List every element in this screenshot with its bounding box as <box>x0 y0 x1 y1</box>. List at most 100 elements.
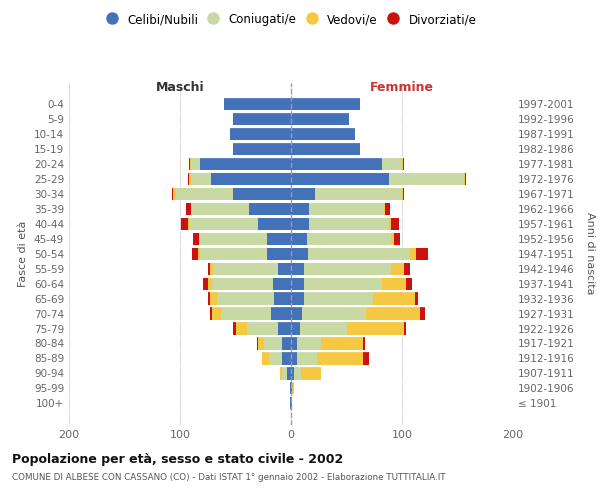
Bar <box>282 368 287 380</box>
Bar <box>278 322 291 334</box>
Bar <box>291 158 382 170</box>
Bar <box>203 278 208 290</box>
Bar <box>185 203 191 215</box>
Bar <box>403 158 404 170</box>
Bar <box>317 352 363 364</box>
Bar <box>208 278 212 290</box>
Bar <box>296 338 321 349</box>
Text: Femmine: Femmine <box>370 82 434 94</box>
Bar <box>258 218 291 230</box>
Bar <box>249 203 291 215</box>
Bar <box>291 278 304 290</box>
Bar <box>262 352 269 364</box>
Bar <box>233 322 235 334</box>
Bar <box>316 188 402 200</box>
Bar <box>172 188 173 200</box>
Y-axis label: Fasce di età: Fasce di età <box>19 220 28 287</box>
Bar <box>308 248 410 260</box>
Bar <box>181 218 188 230</box>
Bar <box>347 322 404 334</box>
Bar <box>291 98 360 110</box>
Bar <box>176 188 233 200</box>
Bar <box>188 218 189 230</box>
Bar <box>269 352 282 364</box>
Bar <box>367 308 420 320</box>
Bar <box>402 158 403 170</box>
Bar <box>233 143 291 155</box>
Bar <box>189 218 258 230</box>
Bar <box>321 338 363 349</box>
Bar <box>389 173 464 185</box>
Bar <box>221 308 271 320</box>
Bar <box>295 368 301 380</box>
Bar <box>208 292 210 304</box>
Bar <box>464 173 465 185</box>
Bar <box>274 292 291 304</box>
Bar <box>191 173 211 185</box>
Bar <box>192 248 198 260</box>
Bar <box>257 338 258 349</box>
Bar <box>291 128 355 140</box>
Bar <box>402 188 403 200</box>
Bar <box>247 322 278 334</box>
Bar <box>404 262 410 275</box>
Bar <box>291 308 302 320</box>
Bar <box>391 218 398 230</box>
Bar <box>271 308 291 320</box>
Bar <box>403 188 404 200</box>
Bar <box>265 338 282 349</box>
Bar <box>233 188 291 200</box>
Bar <box>391 262 404 275</box>
Bar <box>291 262 304 275</box>
Y-axis label: Anni di nascita: Anni di nascita <box>586 212 595 295</box>
Bar <box>233 113 291 126</box>
Bar <box>210 292 217 304</box>
Bar <box>235 322 247 334</box>
Bar <box>291 382 292 394</box>
Bar <box>300 322 347 334</box>
Bar <box>193 232 199 245</box>
Bar <box>291 232 307 245</box>
Bar <box>301 368 321 380</box>
Bar <box>382 158 402 170</box>
Bar <box>217 292 274 304</box>
Bar <box>291 368 295 380</box>
Bar <box>384 203 385 215</box>
Bar <box>302 308 367 320</box>
Bar <box>363 338 365 349</box>
Bar <box>291 113 349 126</box>
Bar <box>290 397 291 409</box>
Bar <box>373 292 415 304</box>
Bar <box>191 203 249 215</box>
Bar <box>291 143 360 155</box>
Bar <box>394 232 400 245</box>
Bar <box>291 203 309 215</box>
Bar <box>208 262 210 275</box>
Bar <box>278 262 291 275</box>
Bar <box>382 278 406 290</box>
Bar <box>210 308 212 320</box>
Bar <box>230 128 291 140</box>
Bar <box>200 232 266 245</box>
Bar <box>273 278 291 290</box>
Bar <box>280 368 282 380</box>
Bar <box>416 248 428 260</box>
Bar <box>189 173 191 185</box>
Bar <box>291 338 296 349</box>
Bar <box>291 248 308 260</box>
Bar <box>290 382 291 394</box>
Bar <box>292 382 295 394</box>
Bar <box>173 188 176 200</box>
Bar <box>291 397 292 409</box>
Bar <box>282 352 291 364</box>
Bar <box>304 278 382 290</box>
Bar <box>258 338 265 349</box>
Bar <box>291 188 316 200</box>
Bar <box>191 158 200 170</box>
Text: Popolazione per età, sesso e stato civile - 2002: Popolazione per età, sesso e stato civil… <box>12 452 343 466</box>
Bar <box>296 352 317 364</box>
Bar <box>199 232 200 245</box>
Bar <box>291 292 304 304</box>
Bar <box>188 173 189 185</box>
Bar <box>212 308 221 320</box>
